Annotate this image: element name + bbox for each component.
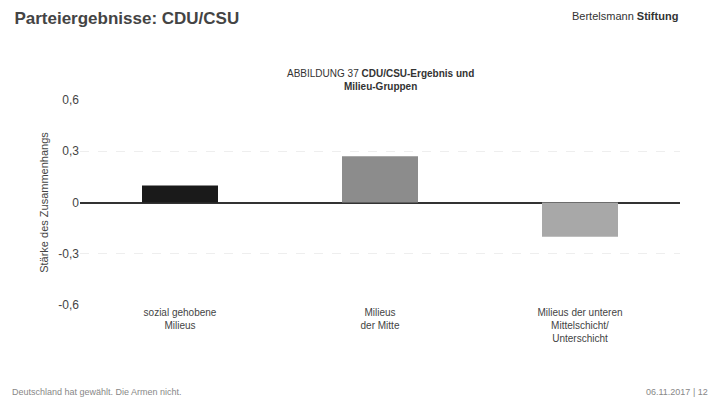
- svg-text:Milieus der unterenMittelschic: Milieus der unterenMittelschicht/Untersc…: [537, 307, 622, 344]
- svg-text:ABBILDUNG 37 CDU/CSU-Ergebnis: ABBILDUNG 37 CDU/CSU-Ergebnis undMilieu-…: [287, 68, 474, 92]
- svg-text:Stärke des Zusammenhangs: Stärke des Zusammenhangs: [38, 132, 50, 273]
- svg-text:0,6: 0,6: [62, 93, 79, 107]
- svg-text:Milieusder Mitte: Milieusder Mitte: [361, 307, 400, 331]
- svg-text:-0,6: -0,6: [58, 298, 79, 312]
- svg-text:sozial gehobeneMilieus: sozial gehobeneMilieus: [144, 307, 217, 331]
- svg-text:0: 0: [72, 196, 79, 210]
- svg-text:-0,3: -0,3: [58, 247, 79, 261]
- svg-text:Deutschland hat gewählt. Die A: Deutschland hat gewählt. Die Armen nicht…: [12, 387, 182, 397]
- svg-text:Bertelsmann Stiftung: Bertelsmann Stiftung: [572, 10, 678, 22]
- svg-text:0,3: 0,3: [62, 144, 79, 158]
- svg-text:06.11.2017 | 12: 06.11.2017 | 12: [646, 387, 708, 397]
- svg-text:Parteiergebnisse: CDU/CSU: Parteiergebnisse: CDU/CSU: [14, 9, 239, 28]
